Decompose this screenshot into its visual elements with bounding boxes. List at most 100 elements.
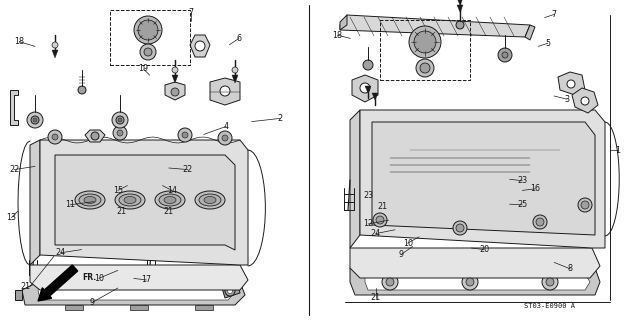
Polygon shape (130, 305, 148, 310)
Text: 11: 11 (65, 200, 75, 209)
Circle shape (112, 112, 128, 128)
Circle shape (581, 201, 589, 209)
Text: 8: 8 (568, 264, 573, 273)
Ellipse shape (199, 194, 221, 206)
Polygon shape (165, 82, 185, 100)
Polygon shape (222, 285, 240, 298)
Text: 7: 7 (189, 8, 194, 17)
Circle shape (456, 21, 464, 29)
Circle shape (172, 67, 178, 73)
Polygon shape (30, 265, 248, 290)
Circle shape (113, 126, 127, 140)
Circle shape (363, 60, 373, 70)
Text: 13: 13 (6, 213, 17, 222)
Polygon shape (340, 15, 530, 37)
Circle shape (91, 132, 99, 140)
Text: 23: 23 (517, 176, 527, 185)
Text: 17: 17 (141, 276, 152, 284)
Text: 22: 22 (9, 165, 19, 174)
Text: 4: 4 (224, 122, 229, 131)
Circle shape (232, 67, 238, 73)
Circle shape (195, 41, 205, 51)
Circle shape (138, 20, 158, 40)
Circle shape (140, 44, 156, 60)
Ellipse shape (75, 191, 105, 209)
Circle shape (227, 289, 233, 293)
Text: 21: 21 (377, 202, 387, 211)
Circle shape (409, 26, 441, 58)
Text: 15: 15 (113, 186, 123, 195)
Polygon shape (40, 140, 248, 265)
Circle shape (222, 135, 228, 141)
Ellipse shape (164, 196, 176, 204)
Text: 1: 1 (615, 146, 620, 155)
Circle shape (116, 116, 124, 124)
Text: 10: 10 (403, 239, 413, 248)
Text: 22: 22 (183, 165, 193, 174)
Ellipse shape (84, 196, 96, 204)
Polygon shape (340, 15, 347, 30)
Polygon shape (22, 282, 245, 305)
FancyArrow shape (38, 265, 78, 301)
Polygon shape (15, 290, 22, 300)
Text: 24: 24 (371, 229, 381, 238)
Circle shape (416, 59, 434, 77)
Circle shape (360, 83, 370, 93)
Circle shape (373, 213, 387, 227)
Polygon shape (10, 90, 18, 125)
Polygon shape (232, 75, 238, 83)
Polygon shape (30, 140, 40, 265)
Text: 12: 12 (363, 220, 373, 228)
Circle shape (453, 221, 467, 235)
Circle shape (31, 116, 39, 124)
Circle shape (456, 224, 464, 232)
Text: 7: 7 (552, 10, 557, 19)
Polygon shape (365, 86, 371, 93)
Polygon shape (457, 5, 463, 12)
Circle shape (52, 42, 58, 48)
Text: 14: 14 (167, 186, 177, 195)
Text: 21: 21 (20, 282, 31, 291)
Polygon shape (350, 248, 600, 278)
Text: ST03-E0900 A: ST03-E0900 A (524, 303, 575, 309)
Circle shape (118, 118, 122, 122)
Circle shape (498, 48, 512, 62)
Circle shape (220, 86, 230, 96)
Polygon shape (372, 93, 378, 100)
Polygon shape (572, 88, 598, 113)
Ellipse shape (124, 196, 136, 204)
Circle shape (546, 278, 554, 286)
Polygon shape (352, 75, 378, 102)
Circle shape (144, 48, 152, 56)
Circle shape (225, 286, 235, 296)
Text: 9: 9 (90, 298, 95, 307)
Polygon shape (350, 268, 600, 295)
Polygon shape (350, 110, 360, 248)
Circle shape (382, 274, 398, 290)
Text: 21: 21 (371, 293, 381, 302)
Ellipse shape (115, 191, 145, 209)
Polygon shape (525, 25, 535, 40)
Circle shape (567, 80, 575, 88)
Circle shape (117, 130, 123, 136)
Circle shape (178, 128, 192, 142)
Text: 5: 5 (545, 39, 550, 48)
Ellipse shape (195, 191, 225, 209)
Circle shape (581, 97, 589, 105)
Circle shape (420, 63, 430, 73)
Polygon shape (365, 274, 590, 290)
Polygon shape (558, 72, 585, 95)
Polygon shape (190, 35, 210, 57)
Polygon shape (85, 130, 105, 142)
Polygon shape (55, 155, 235, 250)
Polygon shape (360, 110, 605, 248)
Polygon shape (52, 50, 58, 58)
Circle shape (414, 31, 436, 53)
Text: 3: 3 (564, 95, 569, 104)
Text: 25: 25 (517, 200, 527, 209)
Text: 10: 10 (94, 274, 104, 283)
Circle shape (27, 112, 43, 128)
Text: 21: 21 (116, 207, 126, 216)
Text: 24: 24 (55, 248, 66, 257)
Ellipse shape (79, 194, 101, 206)
